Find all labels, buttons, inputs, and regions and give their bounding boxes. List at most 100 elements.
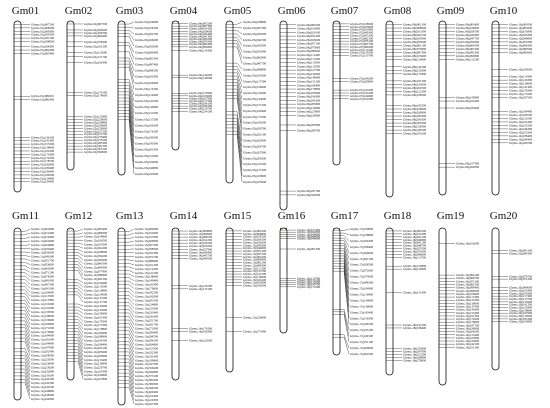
- gene-label: Glyma.01g136100: [31, 135, 55, 139]
- gene-label: Glyma.14g182900: [189, 329, 213, 333]
- gene-label: Glyma.11g148000: [31, 314, 54, 318]
- gene-label: Glyma.06g139200: [297, 72, 321, 76]
- chromosome-bar: [171, 227, 180, 381]
- gene-label: Glyma.11g078200: [31, 274, 54, 278]
- gene-label: Glyma.12g158400: [84, 312, 108, 316]
- chromosome-title: Gm10: [490, 5, 518, 17]
- gene-leader: [21, 251, 31, 253]
- gene-label: Glyma.17g240100: [350, 334, 374, 338]
- gene-label: Glyma.05g126600: [243, 85, 267, 89]
- gene-leader: [340, 255, 350, 289]
- gene-label: Glyma.10g264400: [509, 137, 533, 141]
- gene-label: Glyma.03g151900: [135, 111, 159, 115]
- gene-label: Glyma.06g031400: [297, 34, 321, 38]
- gene-label: Glyma.12g069300: [84, 265, 108, 269]
- gene-label: Glyma.01g153500: [31, 142, 55, 146]
- gene-leader: [125, 316, 135, 325]
- gene-label: Glyma.04g082400: [189, 42, 213, 46]
- gene-label: Glyma.04g146200: [189, 73, 213, 77]
- gene-label: Glyma.09g019600: [456, 26, 480, 30]
- gene-label: Glyma.01g082400: [31, 98, 55, 102]
- gene-label: Glyma.20g133900: [509, 300, 533, 304]
- gene-label: Glyma.08g008000: [403, 26, 427, 30]
- gene-label: Glyma.10g246300: [509, 127, 533, 131]
- gene-label: Glyma.12g227800: [84, 377, 108, 381]
- chromosome-title: Gm08: [384, 5, 412, 17]
- gene-leader: [125, 236, 135, 239]
- gene-label: Glyma.04g005200: [189, 22, 213, 26]
- gene-label: Glyma.20g090000: [509, 286, 533, 290]
- gene-label: Glyma.08g001300: [403, 23, 427, 27]
- chromosome-title: Gm12: [65, 210, 93, 222]
- chromosome-title: Gm06: [278, 5, 306, 17]
- gene-leader: [125, 355, 135, 369]
- gene-label: Glyma.20g185300: [509, 317, 533, 321]
- gene-leader: [125, 358, 135, 373]
- chromosome-title: Gm18: [384, 210, 412, 222]
- gene-label: Glyma.06g111400: [297, 53, 320, 57]
- gene-leader: [125, 295, 135, 301]
- gene-leader: [340, 314, 350, 343]
- gene-leader: [125, 305, 135, 313]
- gene-leader: [21, 320, 31, 332]
- gene-label: Glyma.12g016500: [84, 239, 108, 243]
- gene-label: Glyma.13g389300: [135, 382, 159, 386]
- gene-label: Glyma.11g156900: [31, 318, 54, 322]
- gene-label: Glyma.08g212300: [403, 89, 427, 93]
- gene-label: Glyma.13g288700: [135, 334, 159, 338]
- gene-leader: [125, 312, 135, 321]
- gene-label: Glyma.08g013300: [403, 30, 427, 34]
- gene-label: Glyma.13g304800: [135, 342, 159, 346]
- gene-label: Glyma.06g297100: [297, 189, 321, 193]
- gene-label: Glyma.02g301500: [84, 144, 108, 148]
- gene-label: Glyma.15g165200: [243, 278, 267, 282]
- gene-label: Glyma.19g161300: [456, 314, 480, 318]
- gene-leader: [233, 37, 243, 46]
- gene-label: Glyma.20g150400: [509, 306, 533, 310]
- gene-label: Glyma.19g153400: [456, 311, 480, 315]
- chromosome-title: Gm16: [278, 210, 306, 222]
- gene-label: Glyma.09g050300: [456, 40, 480, 44]
- gene-label: Glyma.13g112200: [135, 267, 158, 271]
- gene-label: Glyma.06g225800: [297, 110, 321, 114]
- gene-label: Glyma.13g427300: [135, 402, 159, 406]
- gene-label: Glyma.13g381000: [135, 378, 159, 382]
- gene-label: Glyma.07g244900: [350, 94, 374, 98]
- gene-label: Glyma.05g173500: [243, 115, 267, 119]
- chromosome-title: Gm03: [116, 5, 144, 17]
- gene-leader: [125, 334, 135, 345]
- gene-label: Glyma.11g012400: [31, 231, 54, 235]
- gene-label: Glyma.03g142500: [135, 99, 159, 103]
- gene-leader: [340, 265, 350, 313]
- gene-label: Glyma.06g119200: [297, 64, 320, 68]
- gene-label: Glyma.11g240100: [31, 377, 54, 381]
- gene-label: Glyma.10g211000: [509, 116, 532, 120]
- gene-label: Glyma.18g076500: [403, 250, 427, 254]
- gene-leader: [21, 317, 31, 328]
- gene-label: Glyma.04g014100: [189, 27, 213, 31]
- gene-label: Glyma.09g112200: [456, 57, 479, 61]
- gene-label: Glyma.20g158800: [509, 308, 533, 312]
- gene-label: Glyma.15g273400: [243, 330, 267, 334]
- gene-label: Glyma.12g202100: [84, 346, 108, 350]
- gene-leader: [21, 313, 31, 324]
- gene-label: Glyma.12g116800: [84, 289, 107, 293]
- gene-label: Glyma.17g044000: [350, 251, 374, 255]
- gene-label: Glyma.14g133100: [189, 287, 213, 291]
- gene-leader: [74, 288, 84, 295]
- gene-label: Glyma.12g213400: [84, 358, 108, 362]
- gene-label: Glyma.17g056500: [350, 263, 374, 267]
- gene-leader: [233, 130, 243, 177]
- gene-label: Glyma.18g235600: [403, 347, 427, 351]
- gene-label: Glyma.18g198400: [403, 326, 427, 330]
- chromosome-gm08: Gm08Glyma.08g001300Glyma.08g008000Glyma.…: [384, 5, 427, 198]
- chromosome-gm12: Gm12Glyma.12g003400Glyma.12g008300Glyma.…: [65, 210, 108, 381]
- gene-label: Glyma.08g087300: [403, 51, 427, 55]
- chromosome-title: Gm11: [12, 210, 39, 222]
- gene-label: Glyma.05g143000: [243, 97, 267, 101]
- gene-label: Glyma.19g251300: [456, 345, 480, 349]
- gene-label: Glyma.09g064500: [456, 43, 480, 47]
- gene-label: Glyma.09g185900: [456, 106, 480, 110]
- gene-leader: [74, 255, 84, 260]
- gene-label: Glyma.10g000500: [509, 22, 533, 26]
